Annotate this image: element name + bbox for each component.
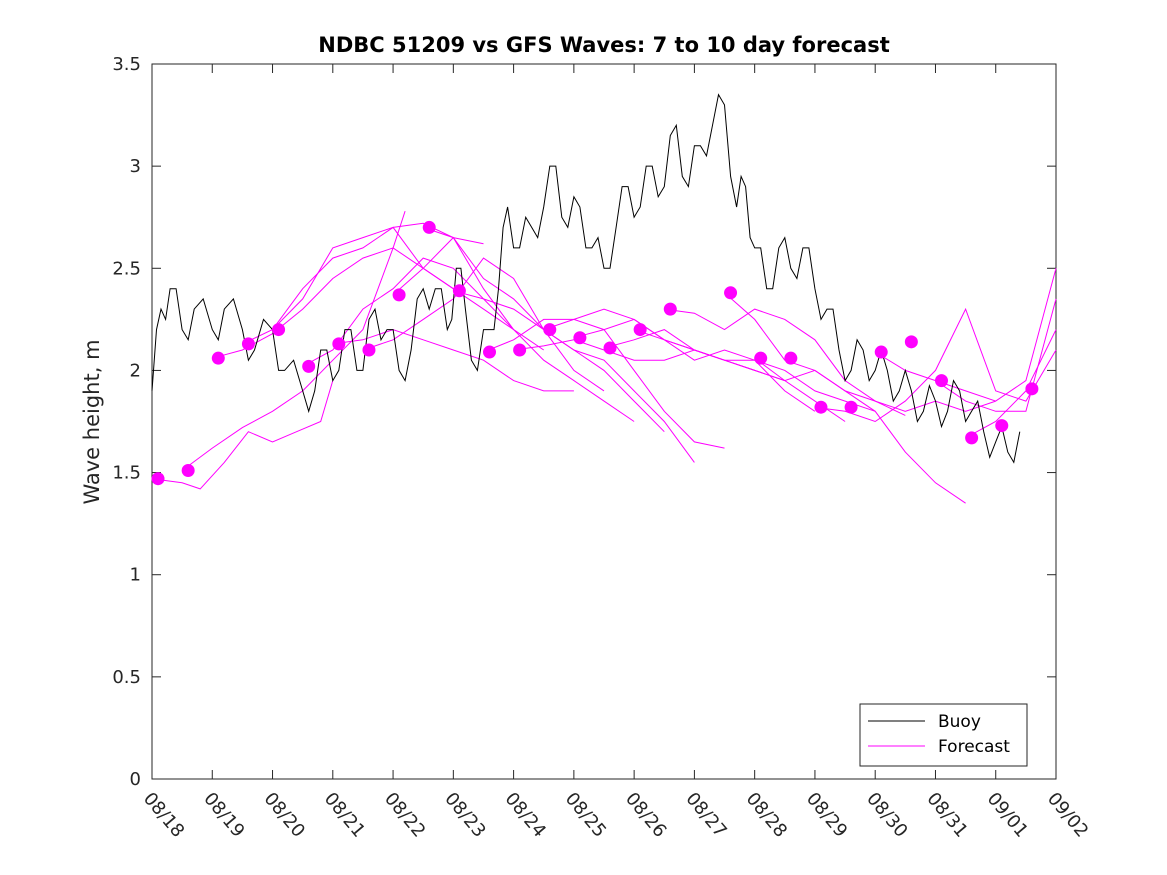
forecast-marker — [754, 351, 768, 365]
forecast-marker — [151, 472, 165, 486]
forecast-marker — [904, 335, 918, 349]
forecast-marker — [874, 345, 888, 359]
y-axis-label: Wave height, m — [80, 339, 104, 504]
forecast-marker — [663, 302, 677, 316]
forecast-marker — [543, 323, 557, 337]
forecast-marker — [392, 288, 406, 302]
forecast-marker — [603, 341, 617, 355]
forecast-marker — [422, 220, 436, 234]
legend-forecast-label: Forecast — [938, 737, 1010, 757]
forecast-marker — [995, 419, 1009, 433]
legend: Buoy Forecast — [859, 703, 1028, 767]
forecast-line — [603, 329, 846, 422]
forecast-marker — [513, 343, 527, 357]
buoy-line — [151, 93, 1021, 464]
forecast-marker — [272, 323, 286, 337]
forecast-marker — [573, 331, 587, 345]
forecast-line — [302, 257, 544, 367]
forecast-marker — [452, 284, 466, 298]
chart-title: NDBC 51209 vs GFS Waves: 7 to 10 day for… — [318, 33, 889, 57]
forecast-marker — [633, 323, 647, 337]
forecast-marker — [1025, 382, 1039, 396]
forecast-line — [453, 290, 695, 463]
y-tick-label: 3 — [130, 156, 141, 177]
y-tick-label: 2.5 — [112, 258, 141, 279]
forecast-line — [664, 308, 906, 416]
forecast-marker — [181, 464, 195, 478]
forecast-marker — [241, 337, 255, 351]
forecast-marker — [784, 351, 798, 365]
forecast-line — [935, 298, 1057, 412]
forecast-marker — [482, 345, 496, 359]
y-tick-label: 2 — [130, 360, 141, 381]
y-tick-label: 0 — [130, 769, 141, 790]
forecast-line — [965, 329, 1057, 439]
legend-buoy-label: Buoy — [938, 712, 981, 732]
forecast-line — [362, 257, 605, 392]
forecast-line — [242, 222, 484, 345]
y-tick-label: 1.5 — [112, 463, 141, 484]
forecast-marker — [965, 431, 979, 445]
forecast-line — [814, 307, 1057, 423]
forecast-line — [332, 329, 574, 392]
forecast-line — [392, 236, 635, 422]
forecast-marker — [844, 400, 858, 414]
forecast-marker — [211, 351, 225, 365]
forecast-marker — [934, 374, 948, 388]
forecast-line — [754, 357, 996, 412]
forecast-line — [272, 226, 514, 331]
forecast-marker — [332, 337, 346, 351]
forecast-marker — [814, 400, 828, 414]
legend-box — [859, 703, 1028, 767]
forecast-marker — [724, 286, 738, 300]
forecast-marker — [362, 343, 376, 357]
y-tick-label: 1 — [130, 565, 141, 586]
axes-box — [151, 63, 1057, 780]
y-tick-label: 3.5 — [112, 54, 141, 75]
forecast-marker — [302, 359, 316, 373]
forecast-line — [151, 380, 334, 490]
y-tick-label: 0.5 — [112, 667, 141, 688]
